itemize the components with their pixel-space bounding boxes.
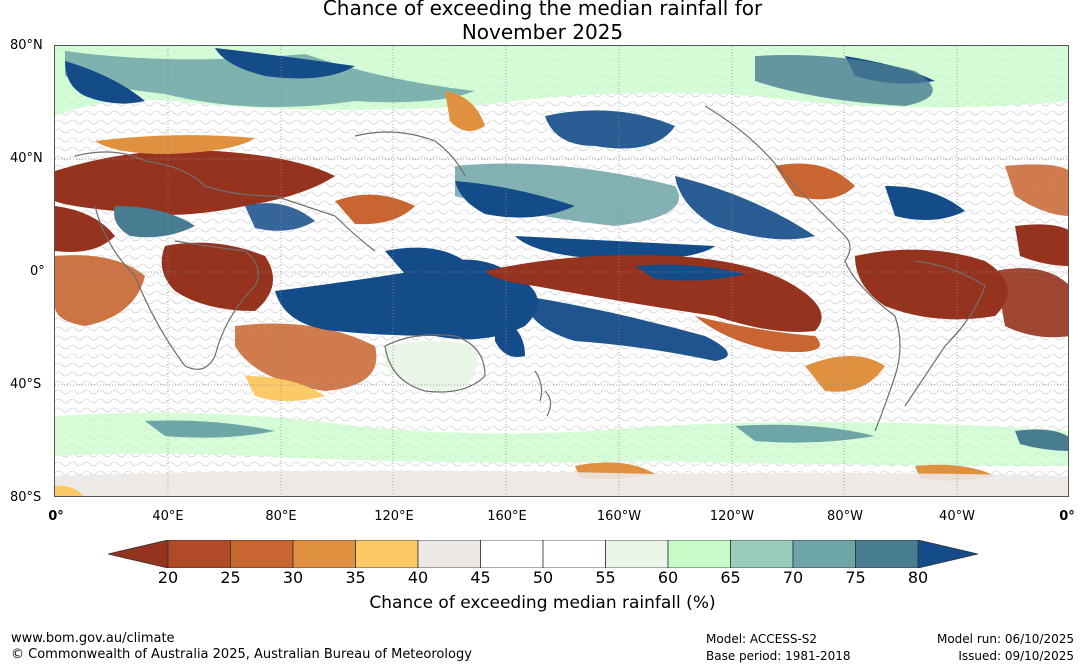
region-southern-teal: [145, 420, 275, 438]
footer-issued: Issued: 09/10/2025: [958, 649, 1074, 663]
region-arctic-teal: [65, 51, 475, 108]
colorbar-label: Chance of exceeding median rainfall (%): [369, 593, 716, 613]
lat-label-equator: 0°: [30, 264, 45, 279]
region-npacific-teal: [455, 163, 679, 226]
lon-label-80e: 80°E: [265, 509, 297, 524]
colorbar: [108, 540, 978, 568]
lat-label-80s: 80°S: [10, 490, 42, 505]
region-arctic-blue-1: [215, 48, 355, 79]
colorbar-tick-label: 25: [220, 568, 241, 587]
region-samerica-brown: [855, 249, 1008, 320]
region-aus-blue: [495, 316, 525, 357]
lon-label-160w: 160°W: [596, 509, 642, 524]
footer-model-run: Model run: 06/10/2025: [936, 632, 1074, 646]
region-eurasia-blue: [114, 206, 195, 238]
lon-label-40e: 40°E: [152, 509, 184, 524]
region-io-blue: [275, 259, 538, 340]
colorbar-box: [792, 540, 856, 568]
colorbar-box: [667, 540, 731, 568]
colorbar-arrow-high: [917, 540, 978, 568]
colorbar-tick-label: 75: [845, 568, 866, 587]
colorbar-box: [355, 540, 419, 568]
region-africa-orange: [55, 255, 145, 326]
lon-label-0-left: 0°: [48, 509, 64, 524]
region-arctic-teal-2: [755, 55, 933, 106]
region-africa-brown: [161, 242, 273, 311]
colorbar-box: [417, 540, 481, 568]
colorbar-tick-label: 65: [720, 568, 741, 587]
region-sam-south-orange: [805, 356, 885, 392]
colorbar-tick-label: 20: [157, 568, 179, 587]
colorbar-box: [230, 540, 294, 568]
region-enso-blue-core: [635, 264, 745, 281]
region-enso-orange: [695, 316, 820, 352]
colorbar-box: [542, 540, 606, 568]
region-eurasia-brown-2: [55, 206, 115, 252]
region-namerica-orange-2: [1005, 164, 1068, 216]
region-tibet-blue: [245, 203, 315, 231]
region-maritime-blue: [385, 247, 465, 275]
colorbar-tick-label: 55: [595, 568, 616, 587]
colorbar-box: [730, 540, 794, 568]
region-antarctic-orange: [55, 485, 84, 496]
colorbar-tick-label: 40: [407, 568, 429, 587]
coastlines: [74, 105, 986, 432]
colorbar-box: [605, 540, 669, 568]
region-atlantic-brown: [995, 268, 1068, 338]
colorbar-box: [292, 540, 356, 568]
colorbar-tick-label: 70: [782, 568, 804, 587]
region-npacific-orange: [445, 91, 485, 131]
footer-model: Model: ACCESS-S2: [706, 632, 818, 646]
footer-copyright: © Commonwealth of Australia 2025, Austra…: [11, 647, 472, 662]
region-npacific-blue-2: [455, 181, 575, 218]
region-africa-orange-2: [235, 323, 377, 391]
colorbar-tick-label: 50: [532, 568, 554, 587]
colorbar-box: [480, 540, 544, 568]
region-china-orange: [335, 194, 415, 225]
map-svg: [55, 46, 1068, 496]
colorbar-box: [167, 540, 231, 568]
region-eurasia-orange: [95, 135, 255, 154]
region-namerica-orange: [775, 163, 855, 200]
colorbar-arrow-low: [108, 540, 169, 568]
region-npacific-blue-3: [675, 176, 815, 240]
lon-label-0-right: 0°: [1059, 509, 1075, 524]
colorbar-tick-label: 45: [470, 568, 491, 587]
region-southern-green: [55, 412, 1068, 466]
lon-label-40w: 40°W: [939, 509, 975, 524]
colorbar-boxes: [167, 540, 919, 568]
title-line-2: November 2025: [461, 20, 624, 44]
region-arctic-blue-2: [65, 61, 145, 104]
region-pacific-blue-south: [525, 296, 728, 361]
lon-label-120w: 120°W: [709, 509, 755, 524]
lon-label-80w: 80°W: [827, 509, 863, 524]
region-namerica-blue: [885, 186, 965, 220]
colorbar-tick-label: 60: [657, 568, 679, 587]
colorbar-tick-label: 30: [282, 568, 304, 587]
chart-title: Chance of exceeding the median rainfall …: [0, 0, 1085, 44]
region-npacific-blue: [545, 110, 675, 149]
region-southern-teal-3: [1015, 429, 1068, 451]
region-australia-green: [385, 341, 478, 391]
colorbar-tick-label: 80: [907, 568, 929, 587]
lat-label-80n: 80°N: [10, 38, 43, 53]
region-pacific-blue-north: [515, 236, 715, 261]
title-line-1: Chance of exceeding the median rainfall …: [322, 0, 763, 20]
region-antarctic-grey: [55, 470, 1068, 496]
lon-label-120e: 120°E: [374, 509, 414, 524]
lon-label-160e: 160°E: [487, 509, 527, 524]
region-atlantic-brown-n: [1015, 224, 1068, 266]
colorbar-box: [855, 540, 919, 568]
lat-label-40s: 40°S: [10, 377, 42, 392]
footer-base-period: Base period: 1981-2018: [706, 649, 851, 663]
colorbar-tick-label: 35: [345, 568, 366, 587]
region-eurasia-brown: [55, 150, 335, 215]
region-africa-yellow: [245, 376, 325, 401]
lat-label-40n: 40°N: [10, 151, 43, 166]
region-southern-teal-2: [735, 424, 875, 443]
rainfall-map: [54, 45, 1069, 497]
graticule: [55, 46, 1068, 496]
footer-url: www.bom.gov.au/climate: [11, 631, 175, 646]
